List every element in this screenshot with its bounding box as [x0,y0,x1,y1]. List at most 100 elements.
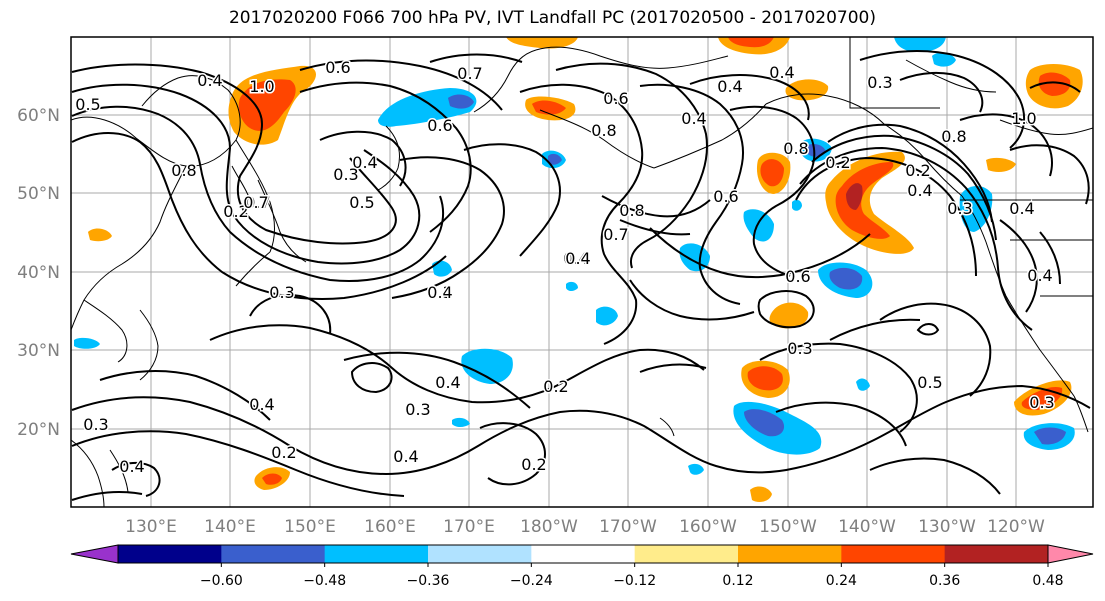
colorbar-segment [428,545,532,563]
contour-label: 0.3 [787,339,812,358]
colorbar-tick-label: 0.24 [826,573,857,589]
colorbar-segment [634,545,739,563]
positive-anomaly [506,37,578,49]
contour-label: 0.4 [681,109,706,128]
longitude-label: 180°W [520,517,578,537]
contour-label: 0.3 [867,73,892,92]
negative-anomaly [1034,427,1066,445]
latitude-label: 40°N [17,263,60,283]
positive-anomaly [262,473,282,485]
colorbar-tick-label: 0.36 [929,573,960,589]
contour-label: 0.4 [249,395,274,414]
contour-label: 0.4 [1027,266,1052,285]
positive-anomaly [846,183,863,210]
longitude-label: 150°E [284,517,336,537]
contour-label: 0.3 [1029,393,1054,412]
negative-anomaly [74,337,100,349]
negative-anomaly [596,306,618,326]
negative-anomaly [792,199,802,211]
colorbar-tick-label: −0.48 [303,573,346,589]
longitude-label: 140°E [204,517,256,537]
coastlines [71,37,1093,507]
longitude-label: 140°W [838,517,896,537]
contour-label: 0.8 [941,127,966,146]
contour-label: 1.0 [1011,109,1036,128]
negative-anomaly [894,37,946,52]
contour-label: 0.3 [83,415,108,434]
pv-contours [71,50,1091,501]
colorbar-segment [738,545,842,563]
longitude-label: 150°W [759,517,817,537]
colorbar-segment [841,545,946,563]
contour-label: 0.4 [427,283,452,302]
longitude-label: 160°W [679,517,737,537]
positive-anomaly [238,79,296,131]
contour-label: 0.4 [563,249,588,268]
positive-anomaly [728,37,774,48]
contour-label: 0.4 [1009,199,1034,218]
colorbar-segment [324,545,429,563]
colorbar-segment [221,545,326,563]
colorbar-extend-max [1047,544,1094,564]
positive-anomaly [760,159,784,187]
positive-anomaly [88,228,112,242]
contour-label: 0.4 [565,249,590,268]
contour-label: 0.8 [591,121,616,140]
contour-label: 0.7 [457,64,482,83]
negative-anomaly [688,463,704,475]
positive-anomaly [825,151,914,254]
positive-anomaly [986,157,1016,172]
colorbar-extend-min [70,544,119,564]
contour-label: 0.2 [223,202,248,221]
colorbar-frame [117,544,1049,564]
contour-label: 0.4 [393,447,418,466]
map-title: 2017020200 F066 700 hPa PV, IVT Landfall… [228,8,876,28]
positive-anomaly [532,100,566,115]
map-frame [70,36,1094,508]
negative-anomaly [461,348,513,384]
contour-label: 0.7 [603,225,628,244]
colorbar-segment [118,545,222,563]
negative-anomaly [744,409,785,437]
positive-anomaly [1038,72,1071,96]
colorbar-tick-label: −0.12 [613,573,656,589]
negative-anomaly [743,209,774,242]
colorbar: −0.60 −0.48 −0.36 −0.24 −0.12 0.12 0.24 0.36 0.4… [70,544,1094,589]
colorbar-tick-label: 0.12 [722,573,753,589]
longitude-label: 130°E [125,517,177,537]
contour-label: 0.6 [785,267,810,286]
positive-anomaly [835,162,894,239]
contour-label: 0.3 [333,165,358,184]
positive-anomaly [747,366,783,391]
contour-label: 0.8 [783,139,808,158]
longitude-label: 120°W [987,517,1045,537]
contour-label: 0.6 [325,58,350,77]
contour-label: 0.2 [543,377,568,396]
contour-label: 0.3 [269,283,294,302]
longitude-label: 160°E [364,517,416,537]
colorbar-tick-label: −0.24 [510,573,553,589]
ivt-pc-shading [74,37,1083,502]
longitude-label: 130°W [918,517,976,537]
colorbar-tick-label: −0.36 [407,573,450,589]
negative-anomaly [548,153,562,165]
positive-anomaly [769,302,809,329]
longitude-label: 170°E [443,517,495,537]
latitude-label: 20°N [17,420,60,440]
contour-label: 0.4 [717,77,742,96]
contour-label: 0.2 [825,153,850,172]
latitude-label: 30°N [17,341,60,361]
negative-anomaly [829,267,863,290]
negative-anomaly [452,417,470,427]
longitude-label: 170°W [599,517,657,537]
contour-label: 0.5 [917,373,942,392]
contour-label: 0.8 [619,201,644,220]
contour-label: 1.0 [249,77,274,96]
contour-label: 0.7 [245,193,270,212]
colorbar-segment [531,545,636,563]
negative-anomaly [932,52,956,67]
contour-label: 0.3 [947,199,972,218]
latitude-labels: 60°N 50°N 40°N 30°N 20°N [17,106,60,440]
contour-label: 0.8 [171,161,196,180]
